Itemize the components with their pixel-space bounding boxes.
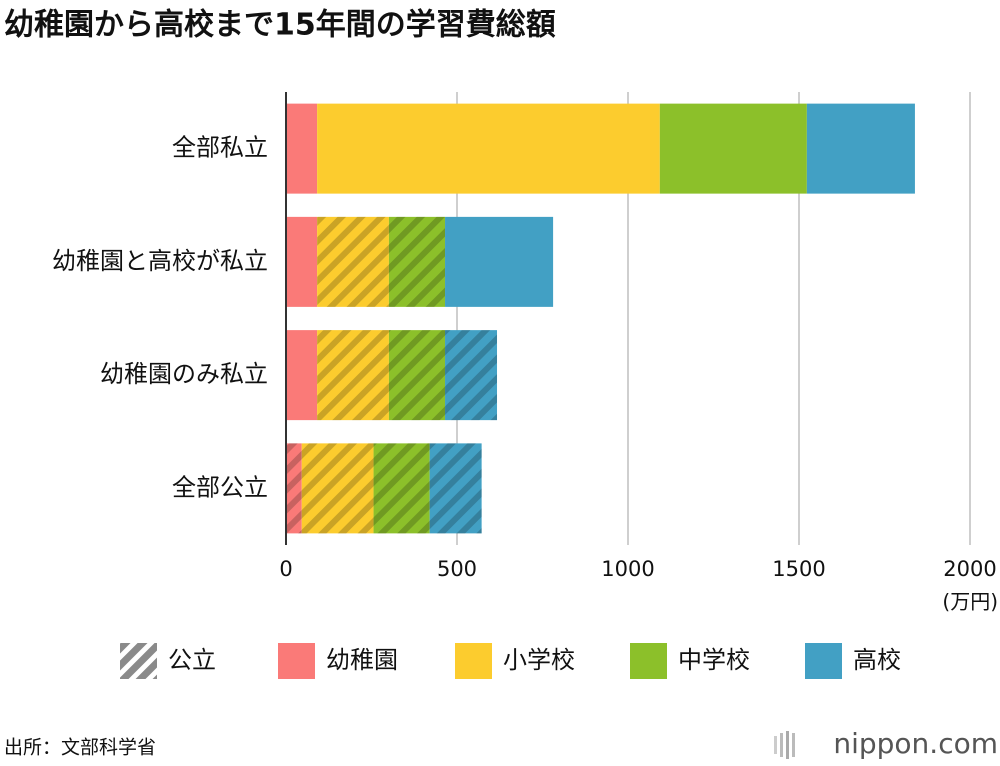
logo-mark [774, 731, 795, 759]
logo: nippon.com [833, 727, 998, 760]
x-tick-label: 2000 [943, 557, 996, 581]
y-tick-label: 幼稚園と高校が私立 [52, 247, 268, 275]
x-tick-label: 500 [437, 557, 477, 581]
bar-segment [317, 103, 660, 194]
bar-segment [659, 103, 807, 194]
bar-hatch [317, 330, 389, 421]
legend-swatch [455, 643, 492, 679]
x-unit: (万円) [942, 590, 998, 614]
bar-hatch [445, 330, 498, 421]
legend-label: 高校 [853, 646, 901, 674]
y-tick-label: 全部公立 [172, 473, 268, 501]
bar-hatch [286, 443, 302, 534]
legend-label: 公立 [168, 646, 216, 674]
legend-label: 中学校 [678, 646, 750, 674]
legend-swatch [805, 643, 842, 679]
bar-hatch [388, 216, 446, 307]
chart-title: 幼稚園から高校まで15年間の学習費総額 [4, 8, 556, 43]
legend-label: 幼稚園 [326, 646, 398, 674]
bar-hatch [317, 216, 389, 307]
bar-segment [445, 216, 554, 307]
bar-segment [286, 103, 318, 194]
bar-segment [286, 216, 318, 307]
legend-swatch [630, 643, 667, 679]
x-tick-label: 0 [279, 557, 292, 581]
x-tick-label: 1500 [772, 557, 825, 581]
y-tick-label: 幼稚園のみ私立 [100, 360, 268, 388]
bar-segment [286, 330, 318, 421]
bar-hatch [388, 330, 446, 421]
legend-swatch [120, 643, 157, 679]
x-tick-label: 1000 [601, 557, 654, 581]
legend-swatch [278, 643, 315, 679]
source: 出所：文部科学省 [4, 737, 156, 759]
bar-hatch [301, 443, 374, 534]
bar-hatch [429, 443, 482, 534]
legend-label: 小学校 [503, 646, 575, 674]
bar-segment [806, 103, 915, 194]
bar-hatch [373, 443, 430, 534]
y-tick-label: 全部私立 [172, 134, 268, 162]
